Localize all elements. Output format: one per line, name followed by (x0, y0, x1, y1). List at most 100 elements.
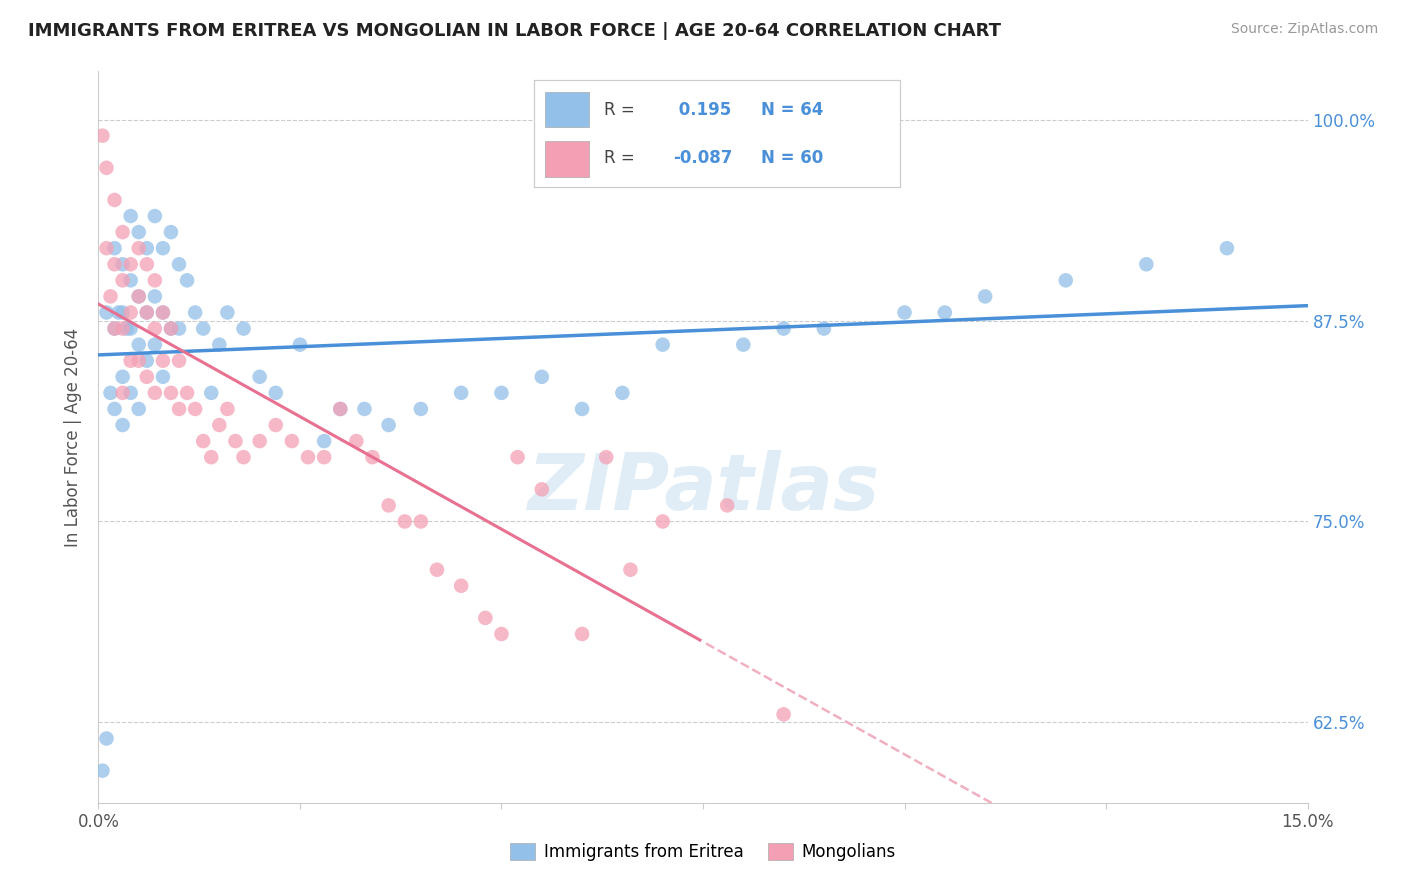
Point (152, 353, 174, 368)
Point (474, 611, 496, 625)
Point (893, 305, 915, 319)
Point (91, 128, 114, 143)
Point (1216, 241, 1239, 255)
Text: IMMIGRANTS FROM ERITREA VS MONGOLIAN IN LABOR FORCE | AGE 20-64 CORRELATION CHAR: IMMIGRANTS FROM ERITREA VS MONGOLIAN IN … (28, 22, 1001, 40)
Point (128, 241, 150, 255)
Point (651, 337, 673, 351)
Point (152, 305, 174, 319)
Text: 0.195: 0.195 (673, 102, 731, 120)
Point (450, 385, 472, 400)
Point (103, 257, 125, 271)
Point (111, 417, 134, 432)
Text: N = 64: N = 64 (761, 102, 824, 120)
Point (530, 483, 553, 497)
Point (409, 515, 432, 529)
Point (772, 707, 794, 722)
Y-axis label: In Labor Force | Age 20-64: In Labor Force | Age 20-64 (65, 327, 83, 547)
Point (571, 401, 593, 416)
Point (96, 241, 118, 255)
Point (160, 321, 183, 335)
Text: ZIPatlas: ZIPatlas (527, 450, 879, 526)
Point (619, 563, 641, 577)
Point (813, 321, 835, 335)
Point (152, 241, 174, 255)
Point (143, 209, 166, 223)
Point (772, 321, 794, 335)
Point (91, 764, 114, 778)
Point (249, 369, 271, 384)
Text: R =: R = (603, 102, 634, 120)
Point (128, 353, 150, 368)
Point (111, 225, 134, 239)
Point (160, 385, 183, 400)
Point (120, 305, 142, 319)
Point (733, 337, 755, 351)
Point (120, 385, 142, 400)
Point (96, 731, 118, 746)
Point (167, 257, 190, 271)
Point (200, 385, 222, 400)
Point (595, 450, 617, 465)
Point (120, 273, 142, 287)
Point (103, 193, 125, 207)
Point (184, 401, 207, 416)
Point (224, 434, 246, 449)
Point (120, 353, 142, 368)
Point (377, 417, 399, 432)
Point (217, 305, 239, 319)
Point (450, 579, 472, 593)
Text: N = 60: N = 60 (761, 150, 823, 168)
Point (111, 273, 134, 287)
Legend: Immigrants from Eritrea, Mongolians: Immigrants from Eritrea, Mongolians (503, 836, 903, 868)
Point (107, 305, 129, 319)
Point (120, 209, 142, 223)
Point (111, 321, 134, 335)
Point (208, 337, 231, 351)
Point (128, 289, 150, 303)
Point (143, 273, 166, 287)
Point (394, 515, 416, 529)
Point (409, 401, 432, 416)
Point (143, 385, 166, 400)
Text: R =: R = (603, 150, 634, 168)
Point (135, 353, 157, 368)
Point (934, 305, 956, 319)
Point (264, 417, 287, 432)
Point (344, 434, 367, 449)
Point (232, 321, 254, 335)
Point (115, 321, 138, 335)
Point (103, 321, 125, 335)
Point (491, 385, 513, 400)
Point (111, 369, 134, 384)
Point (506, 450, 529, 465)
Point (353, 401, 375, 416)
Point (208, 417, 231, 432)
Point (143, 289, 166, 303)
Point (167, 321, 190, 335)
Point (143, 321, 166, 335)
Point (491, 627, 513, 641)
Point (193, 434, 215, 449)
Point (1054, 273, 1077, 287)
Point (103, 401, 125, 416)
Point (297, 450, 319, 465)
Point (281, 434, 304, 449)
FancyBboxPatch shape (546, 141, 589, 177)
Point (716, 499, 738, 513)
FancyBboxPatch shape (546, 92, 589, 128)
Point (1135, 257, 1157, 271)
Point (111, 305, 134, 319)
Point (217, 401, 239, 416)
Point (184, 305, 207, 319)
Point (167, 401, 190, 416)
Point (135, 257, 157, 271)
Point (160, 321, 183, 335)
Point (167, 353, 190, 368)
Point (128, 289, 150, 303)
Point (264, 385, 287, 400)
Point (651, 515, 673, 529)
Point (135, 305, 157, 319)
Point (176, 385, 198, 400)
Point (612, 385, 634, 400)
Point (974, 289, 997, 303)
